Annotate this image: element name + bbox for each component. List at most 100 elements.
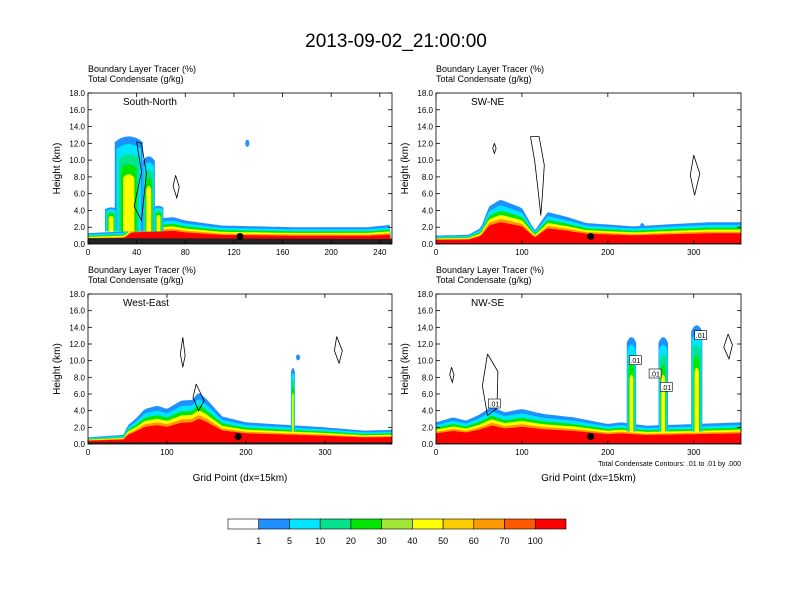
contour-label-box <box>488 398 501 409</box>
tracer-layer <box>88 419 392 444</box>
x-axis-label: Grid Point (dx=15km) <box>193 473 288 484</box>
x-tick-label: 200 <box>239 448 253 457</box>
colorbar-label: 10 <box>315 536 325 546</box>
x-tick-label: 240 <box>373 248 387 257</box>
tracer-blob <box>296 354 301 361</box>
chart-panel-1: 0.0 2.0 4.0 6.0 8.0 10.0 12.0 14.0 16.0 18.0 0 40 80… <box>52 64 393 257</box>
colorbar-label: 100 <box>528 536 543 546</box>
y-tick-label: 6.0 <box>422 190 434 199</box>
colorbar-label: 1 <box>256 536 261 546</box>
plot-frame <box>435 293 742 445</box>
y-tick-label: 14.0 <box>69 323 85 332</box>
colorbar-label: 30 <box>377 536 387 546</box>
panel-header-condensate: Total Condensate (g/kg) <box>436 74 532 84</box>
condensate-contour <box>481 353 499 417</box>
x-tick-label: 200 <box>325 248 339 257</box>
y-tick-label: 10.0 <box>417 156 433 165</box>
condensate-contour <box>333 336 343 365</box>
condensate-contour <box>530 136 545 216</box>
x-tick-label: 300 <box>687 248 701 257</box>
colorbar-swatch <box>381 518 413 530</box>
colorbar-label: 20 <box>346 536 356 546</box>
panel-label: NW-SE <box>471 298 504 309</box>
colorbar: 1 5 10 20 30 40 50 60 70 100 <box>227 518 567 546</box>
y-axis-label: Height (km) <box>52 143 63 195</box>
x-tick-label: 0 <box>434 248 439 257</box>
condensate-contour <box>689 154 701 196</box>
colorbar-label: 50 <box>438 536 448 546</box>
x-tick-label: 300 <box>318 448 332 457</box>
x-tick-label: 160 <box>276 248 290 257</box>
colorbar-label: 40 <box>407 536 417 546</box>
contour-label: .01 <box>490 402 500 409</box>
y-tick-label: 6.0 <box>422 390 434 399</box>
y-tick-label: 16.0 <box>417 307 433 316</box>
condensate-contour <box>192 383 205 412</box>
plot-frame <box>435 92 742 245</box>
x-tick-label: 80 <box>181 248 190 257</box>
x-tick-label: 200 <box>601 248 615 257</box>
colorbar-swatch <box>473 518 505 530</box>
plume-2 <box>146 185 152 232</box>
y-tick-label: 2.0 <box>422 423 434 432</box>
y-tick-label: 4.0 <box>422 407 434 416</box>
y-tick-label: 12.0 <box>69 139 85 148</box>
panel-header-tracer: Boundary Layer Tracer (%) <box>436 265 544 275</box>
colorbar-label: 70 <box>500 536 510 546</box>
contour-label-box <box>648 368 662 379</box>
x-tick-label: 120 <box>227 248 241 257</box>
x-tick-label: 100 <box>515 448 529 457</box>
location-marker <box>234 433 242 440</box>
y-tick-label: 4.0 <box>422 206 434 215</box>
condensate-contour <box>449 367 455 384</box>
y-tick-label: 10.0 <box>417 357 433 366</box>
plume-3 <box>108 215 114 232</box>
colorbar-swatch <box>442 518 475 530</box>
y-tick-label: 16.0 <box>417 106 433 115</box>
y-axis-label: Height (km) <box>400 343 411 395</box>
y-tick-label: 6.0 <box>74 390 86 399</box>
condensate-contour <box>172 175 180 200</box>
panel-label: South-North <box>123 97 177 108</box>
y-tick-label: 18.0 <box>69 290 85 299</box>
page-title: 2013-09-02_21:00:00 <box>305 31 487 52</box>
y-tick-label: 18.0 <box>417 89 433 98</box>
location-marker <box>236 232 244 240</box>
x-tick-label: 40 <box>132 248 141 257</box>
y-tick-label: 12.0 <box>69 340 85 349</box>
colorbar-swatch <box>319 518 352 530</box>
terrain <box>88 442 392 444</box>
chart-panel-3: 0.0 2.0 4.0 6.0 8.0 10.0 12.0 14.0 16.0 18.0 0 100 2… <box>52 265 393 484</box>
condensate-contour <box>179 337 186 368</box>
plume-3 <box>694 367 699 432</box>
terrain <box>88 238 392 244</box>
panel-header-tracer: Boundary Layer Tracer (%) <box>88 64 196 74</box>
y-tick-label: 0.0 <box>422 240 434 249</box>
contour-label: .01 <box>650 372 660 379</box>
contour-label: .01 <box>630 358 640 365</box>
x-tick-label: 200 <box>601 448 615 457</box>
panel-label: SW-NE <box>471 97 504 108</box>
y-tick-label: 8.0 <box>74 373 86 382</box>
colorbar-label: 60 <box>469 536 479 546</box>
condensate-contour <box>723 333 733 361</box>
y-axis-label: Height (km) <box>400 143 411 195</box>
y-tick-label: 18.0 <box>417 290 433 299</box>
panel-header-condensate: Total Condensate (g/kg) <box>88 275 184 285</box>
location-marker <box>587 232 595 240</box>
plume-4 <box>156 214 161 232</box>
x-tick-label: 0 <box>86 448 91 457</box>
plot-frame <box>87 293 393 445</box>
y-tick-label: 18.0 <box>69 89 85 98</box>
plume-1 <box>123 174 135 232</box>
plume-1 <box>629 374 634 432</box>
x-tick-label: 100 <box>160 448 174 457</box>
tracer-blob <box>640 223 645 228</box>
y-tick-label: 10.0 <box>69 357 85 366</box>
colorbar-label: 5 <box>287 536 292 546</box>
tracer-layer <box>436 222 741 244</box>
colorbar-swatch <box>534 518 567 530</box>
y-tick-label: 4.0 <box>74 206 86 215</box>
